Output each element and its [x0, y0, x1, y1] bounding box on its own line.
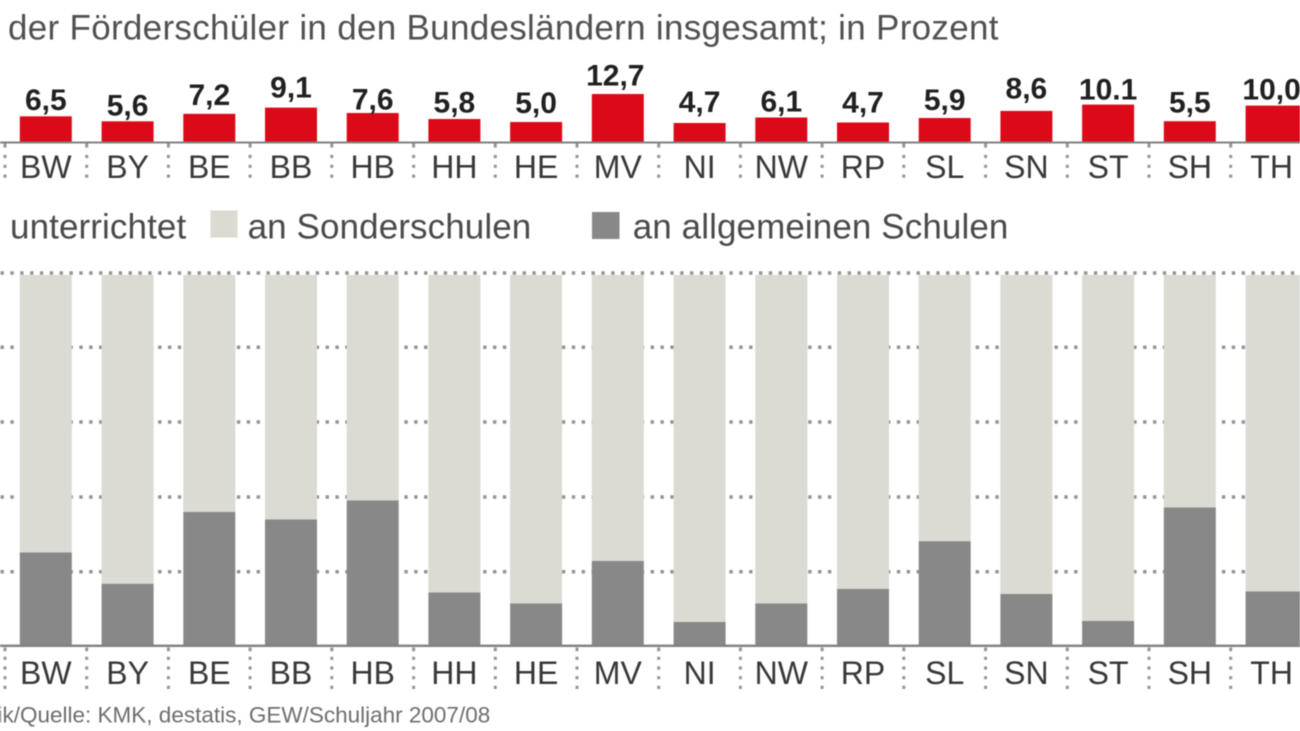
svg-text:BB: BB — [270, 149, 313, 185]
svg-text:4,7: 4,7 — [842, 87, 884, 120]
svg-text:SN: SN — [1004, 149, 1048, 185]
svg-text:10,0: 10,0 — [1242, 73, 1300, 106]
svg-text:SL: SL — [925, 655, 964, 691]
svg-text:ST: ST — [1088, 655, 1129, 691]
svg-text:10.1: 10.1 — [1079, 73, 1137, 106]
svg-text:BE: BE — [188, 149, 231, 185]
svg-text:5,9: 5,9 — [924, 84, 966, 117]
svg-text:8,6: 8,6 — [1006, 72, 1048, 105]
svg-text:ik/Quelle: KMK, destatis, GEW/: ik/Quelle: KMK, destatis, GEW/Schuljahr … — [0, 703, 490, 728]
svg-text:6,5: 6,5 — [25, 84, 67, 117]
svg-text:HB: HB — [350, 149, 394, 185]
svg-text:NI: NI — [684, 655, 716, 691]
svg-text:BW: BW — [20, 149, 72, 185]
svg-text:HB: HB — [350, 655, 394, 691]
svg-text:NI: NI — [684, 149, 716, 185]
svg-text:BB: BB — [270, 655, 313, 691]
svg-text:TH: TH — [1250, 655, 1293, 691]
svg-text:BW: BW — [20, 655, 72, 691]
svg-text:HE: HE — [514, 655, 558, 691]
svg-text:SH: SH — [1168, 655, 1212, 691]
svg-text:MV: MV — [594, 149, 643, 185]
svg-text:7,6: 7,6 — [352, 84, 394, 117]
svg-text:HE: HE — [514, 149, 558, 185]
svg-text:TH: TH — [1250, 149, 1293, 185]
svg-text:6,1: 6,1 — [760, 85, 802, 118]
svg-text:an allgemeinen Schulen: an allgemeinen Schulen — [633, 208, 1009, 247]
svg-text:RP: RP — [841, 655, 885, 691]
svg-text:BE: BE — [188, 655, 231, 691]
svg-text:9,1: 9,1 — [270, 72, 312, 105]
svg-text:BY: BY — [106, 655, 149, 691]
svg-text:BY: BY — [106, 149, 149, 185]
svg-text:5,5: 5,5 — [1169, 86, 1211, 119]
svg-text:5,6: 5,6 — [107, 90, 149, 123]
svg-text:4,7: 4,7 — [679, 86, 721, 119]
svg-text:MV: MV — [594, 655, 643, 691]
svg-text:12,7: 12,7 — [586, 60, 644, 93]
svg-text:unterrichtet: unterrichtet — [10, 208, 186, 247]
svg-text:NW: NW — [755, 149, 809, 185]
svg-text:SL: SL — [925, 149, 964, 185]
svg-text:ST: ST — [1088, 149, 1129, 185]
svg-text:SN: SN — [1004, 655, 1048, 691]
svg-text:5,8: 5,8 — [434, 87, 476, 120]
svg-text:NW: NW — [755, 655, 809, 691]
svg-text:der Förderschüler in den Bunde: der Förderschüler in den Bundesländern i… — [8, 9, 999, 48]
svg-text:HH: HH — [431, 655, 477, 691]
svg-text:an Sonderschulen: an Sonderschulen — [248, 208, 532, 247]
svg-text:RP: RP — [841, 149, 885, 185]
svg-text:7,2: 7,2 — [188, 79, 230, 112]
svg-text:5,0: 5,0 — [515, 87, 557, 120]
svg-text:HH: HH — [431, 149, 477, 185]
svg-text:SH: SH — [1168, 149, 1212, 185]
